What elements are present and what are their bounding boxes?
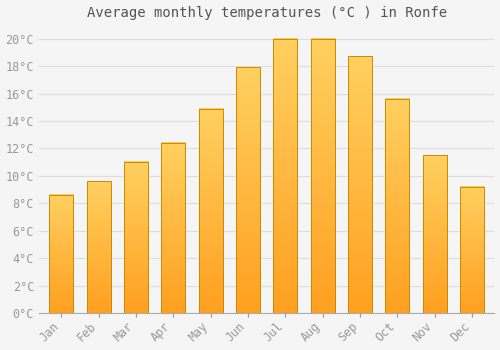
Bar	[49, 195, 74, 313]
Bar	[198, 108, 223, 313]
Bar	[385, 99, 409, 313]
Bar	[422, 155, 447, 313]
Bar	[273, 38, 297, 313]
Bar	[310, 38, 335, 313]
Bar	[236, 68, 260, 313]
Bar	[86, 181, 111, 313]
Title: Average monthly temperatures (°C ) in Ronfe: Average monthly temperatures (°C ) in Ro…	[86, 6, 446, 20]
Bar	[161, 143, 186, 313]
Bar	[460, 187, 484, 313]
Bar	[124, 162, 148, 313]
Bar	[348, 56, 372, 313]
